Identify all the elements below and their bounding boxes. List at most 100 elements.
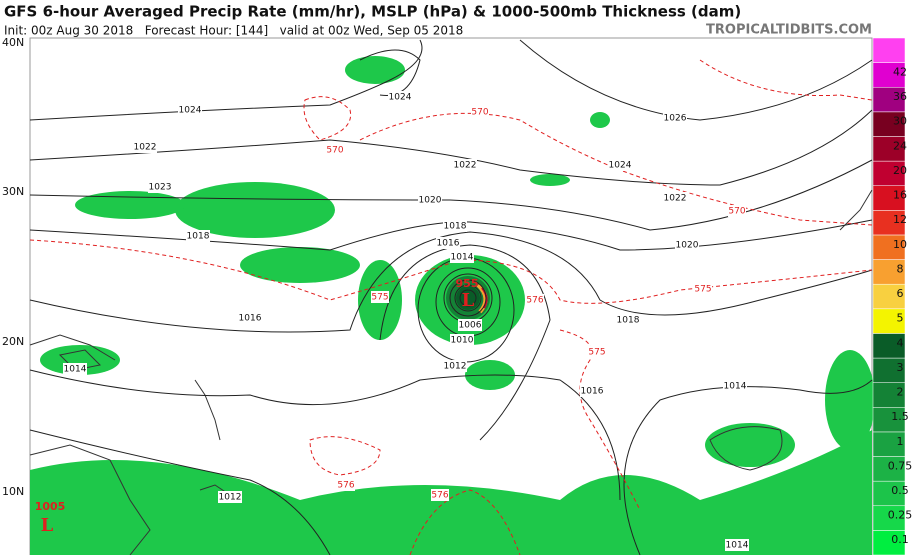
isobars [29,39,873,556]
colorbar-label: 10 [893,238,907,251]
label-backdrop [63,363,87,375]
label-backdrop [588,346,606,358]
isobar-label: 1016 [437,239,460,249]
label-backdrop [326,144,344,156]
label-backdrop [471,106,489,118]
colorbar-swatch [872,234,906,260]
label-backdrop [443,220,467,232]
colorbar-label: 0.25 [888,509,913,522]
label-backdrop [663,192,687,204]
colorbar-label: 24 [893,139,907,152]
isobar-label: 1018 [617,316,640,326]
isobar-label: 1010 [451,336,474,346]
colorbar-swatch [872,160,906,186]
isobar-label: 1006 [459,321,482,331]
colorbar-swatch [872,283,906,310]
colorbar-label: 6 [897,287,904,300]
isobar-label: 1018 [444,222,467,232]
thickness-label: 570 [728,207,745,217]
colorbar-swatch [872,185,906,211]
colorbar-swatch [872,480,906,507]
thickness-label: 576 [337,481,354,491]
label-backdrop [608,159,632,171]
label-backdrop [725,539,749,551]
thickness-label: 576 [431,491,448,501]
isobar-label: 1024 [179,106,202,116]
label-backdrop [218,491,242,503]
isobar-label: 1014 [64,365,87,375]
label-backdrop [178,104,202,116]
colorbar-swatch [872,456,906,482]
latitude-label: 30N [2,185,24,198]
colorbar-label: 2 [897,386,904,399]
thickness-label: 575 [371,293,388,303]
label-backdrop [371,291,389,303]
colorbar-swatch [872,136,906,162]
colorbar-label: 42 [893,65,907,78]
colorbar-label: 5 [897,312,904,325]
isobar-label: 1012 [219,493,242,503]
colorbar-label: 16 [893,189,907,202]
low-pressure: 955 [456,277,479,290]
isobar-label: 1024 [389,93,412,103]
label-backdrop [663,112,687,124]
label-backdrop [148,181,172,193]
thickness-label: 576 [526,296,543,306]
isobar-label: 1016 [239,314,262,324]
isobar-label: 1020 [676,241,699,251]
thickness-label: 570 [471,108,488,118]
colorbar-swatch [872,357,906,383]
latitude-label: 20N [2,335,24,348]
map-title: GFS 6-hour Averaged Precip Rate (mm/hr),… [4,3,741,21]
isobar-label: 1022 [454,161,477,171]
label-backdrop [418,194,442,206]
thickness-label: 570 [326,146,343,156]
label-backdrop [694,283,712,295]
latitude-label: 40N [2,36,24,49]
label-backdrop [723,380,747,392]
low-symbol: L [41,515,54,536]
isobar-label: 1014 [724,382,747,392]
isobar-label: 1020 [419,196,442,206]
coastlines [29,189,873,556]
colorbar-swatch [872,505,906,531]
colorbar-label: 0.1 [891,533,909,546]
low-symbol: L [462,290,475,311]
label-backdrop [580,385,604,397]
colorbar-swatch [872,86,906,113]
label-backdrop [436,237,460,249]
colorbar-label: 3 [897,361,904,374]
colorbar-label: 0.5 [891,484,909,497]
colorbar-label: 0.75 [888,459,913,472]
isobar-label: 1026 [664,114,687,124]
colorbar-swatch [872,210,906,236]
label-backdrop [526,294,544,306]
colorbar-swatch [872,382,906,408]
precipitation [30,56,875,555]
isobar-label: 1016 [581,387,604,397]
site-name: TROPICALTIDBITS.COM [706,23,872,38]
label-backdrop [450,251,474,263]
colorbar: 0.1 0.25 0.5 0.75 1 1.5 2 3 4 5 6 8 10 12 16 20 24 30 36 42 [872,37,913,556]
label-backdrop [431,489,449,501]
label-backdrop [458,319,482,331]
colorbar-swatch [872,37,906,63]
isobar-label: 1024 [609,161,632,171]
map-area [29,37,875,556]
colorbar-label: 20 [893,164,907,177]
colorbar-swatch [872,62,906,88]
label-backdrop [443,360,467,372]
label-backdrop [388,91,412,103]
isobar-label: 1012 [444,362,467,372]
label-backdrop [675,239,699,251]
label-backdrop [186,230,210,242]
colorbar-label: 12 [893,213,907,226]
thickness-label: 575 [694,285,711,295]
label-backdrop [238,312,262,324]
label-backdrop [337,479,355,491]
label-backdrop [728,205,746,217]
colorbar-label: 8 [897,262,904,275]
colorbar-label: 4 [897,336,904,349]
label-backdrop [453,159,477,171]
